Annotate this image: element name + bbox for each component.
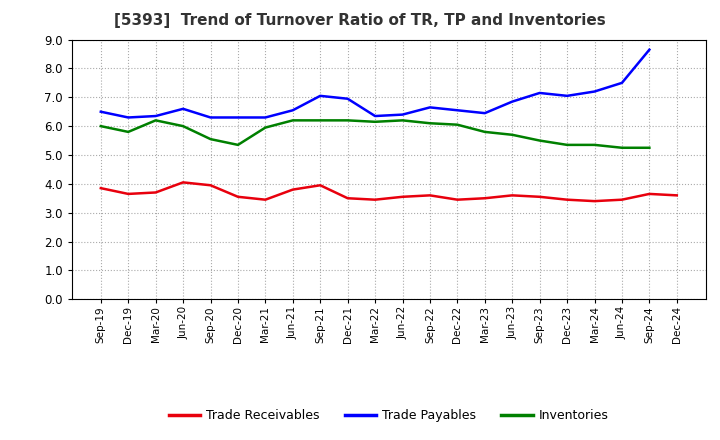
Trade Payables bbox=[398, 112, 407, 117]
Trade Receivables bbox=[289, 187, 297, 192]
Inventories bbox=[590, 142, 599, 147]
Trade Payables bbox=[453, 108, 462, 113]
Inventories bbox=[453, 122, 462, 127]
Trade Receivables bbox=[343, 196, 352, 201]
Trade Payables bbox=[206, 115, 215, 120]
Trade Payables bbox=[426, 105, 434, 110]
Trade Payables bbox=[124, 115, 132, 120]
Trade Payables bbox=[316, 93, 325, 99]
Trade Receivables bbox=[563, 197, 572, 202]
Inventories bbox=[316, 118, 325, 123]
Trade Receivables bbox=[453, 197, 462, 202]
Trade Payables bbox=[289, 108, 297, 113]
Trade Receivables bbox=[645, 191, 654, 197]
Inventories bbox=[343, 118, 352, 123]
Trade Receivables bbox=[672, 193, 681, 198]
Trade Receivables bbox=[261, 197, 270, 202]
Trade Payables bbox=[233, 115, 242, 120]
Trade Payables bbox=[371, 114, 379, 119]
Inventories bbox=[261, 125, 270, 130]
Trade Payables bbox=[590, 89, 599, 94]
Inventories bbox=[289, 118, 297, 123]
Trade Payables bbox=[179, 106, 187, 111]
Trade Payables bbox=[508, 99, 516, 104]
Trade Receivables bbox=[179, 180, 187, 185]
Line: Trade Payables: Trade Payables bbox=[101, 50, 649, 117]
Trade Receivables bbox=[206, 183, 215, 188]
Trade Receivables bbox=[124, 191, 132, 197]
Inventories bbox=[645, 145, 654, 150]
Inventories bbox=[398, 118, 407, 123]
Trade Receivables bbox=[618, 197, 626, 202]
Inventories bbox=[206, 136, 215, 142]
Trade Receivables bbox=[508, 193, 516, 198]
Trade Receivables bbox=[233, 194, 242, 199]
Inventories bbox=[618, 145, 626, 150]
Trade Receivables bbox=[480, 196, 489, 201]
Inventories bbox=[563, 142, 572, 147]
Inventories bbox=[426, 121, 434, 126]
Inventories bbox=[124, 129, 132, 135]
Trade Payables bbox=[261, 115, 270, 120]
Trade Receivables bbox=[426, 193, 434, 198]
Text: [5393]  Trend of Turnover Ratio of TR, TP and Inventories: [5393] Trend of Turnover Ratio of TR, TP… bbox=[114, 13, 606, 28]
Legend: Trade Receivables, Trade Payables, Inventories: Trade Receivables, Trade Payables, Inven… bbox=[164, 404, 613, 427]
Trade Payables bbox=[536, 90, 544, 95]
Trade Payables bbox=[618, 80, 626, 85]
Trade Payables bbox=[645, 47, 654, 52]
Inventories bbox=[480, 129, 489, 135]
Trade Payables bbox=[480, 110, 489, 116]
Trade Payables bbox=[343, 96, 352, 101]
Trade Receivables bbox=[590, 198, 599, 204]
Inventories bbox=[371, 119, 379, 125]
Line: Trade Receivables: Trade Receivables bbox=[101, 182, 677, 201]
Line: Inventories: Inventories bbox=[101, 121, 649, 148]
Trade Receivables bbox=[371, 197, 379, 202]
Trade Payables bbox=[563, 93, 572, 99]
Inventories bbox=[233, 142, 242, 147]
Trade Receivables bbox=[536, 194, 544, 199]
Trade Payables bbox=[96, 109, 105, 114]
Inventories bbox=[151, 118, 160, 123]
Inventories bbox=[96, 124, 105, 129]
Inventories bbox=[536, 138, 544, 143]
Trade Receivables bbox=[151, 190, 160, 195]
Trade Payables bbox=[151, 114, 160, 119]
Inventories bbox=[508, 132, 516, 137]
Trade Receivables bbox=[316, 183, 325, 188]
Inventories bbox=[179, 124, 187, 129]
Trade Receivables bbox=[398, 194, 407, 199]
Trade Receivables bbox=[96, 186, 105, 191]
